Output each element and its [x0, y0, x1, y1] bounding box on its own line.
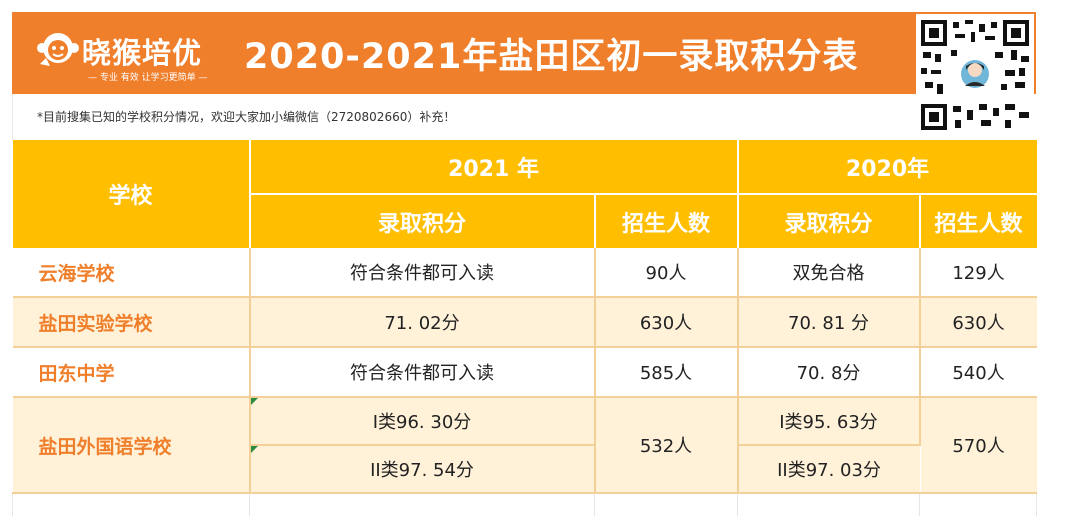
empty-cell: [249, 492, 595, 516]
score-2021: 符合条件都可入读: [249, 347, 596, 398]
header-school: 学校: [12, 140, 251, 248]
header-count-2021: 招生人数: [594, 194, 739, 248]
table-row: 盐田实验学校 71. 02分 630人 70. 81 分 630人: [12, 297, 1037, 348]
header-year-2020: 2020年: [737, 140, 1037, 195]
empty-cell: [12, 492, 250, 516]
score-2020-class-2: II类97. 03分: [737, 445, 920, 494]
table-row: 田东中学 符合条件都可入读 585人 70. 8分 540人: [12, 347, 1037, 398]
score-2021: 71. 02分: [249, 297, 596, 348]
header-score-2021: 录取积分: [249, 194, 596, 248]
score-2021-class-2: II类97. 54分: [249, 445, 596, 494]
table-row: 云海学校 符合条件都可入读 90人 双免合格 129人: [12, 248, 1037, 298]
school-name: 盐田实验学校: [12, 297, 251, 348]
score-2020: 双免合格: [737, 248, 921, 298]
brand-slogan: — 专业 有效 让学习更简单 —: [88, 73, 208, 83]
count-2021: 585人: [594, 347, 739, 398]
brand-logo[interactable]: 晓猴培优 — 专业 有效 让学习更简单 —: [36, 26, 226, 88]
score-2020-class-1: I类95. 63分: [737, 397, 921, 446]
qr-code: [916, 14, 1034, 136]
count-2020: 570人: [919, 397, 1037, 494]
score-2021: 符合条件都可入读: [249, 248, 596, 298]
score-2020: 70. 81 分: [737, 297, 921, 348]
empty-cell: [594, 492, 739, 516]
school-name: 田东中学: [12, 347, 251, 398]
empty-cell: [737, 492, 921, 516]
count-2021: 532人: [594, 397, 739, 494]
header-banner: 晓猴培优 — 专业 有效 让学习更简单 — 2020-2021年盐田区初一录取积…: [12, 12, 1036, 136]
header-year-2021: 2021 年: [249, 140, 739, 195]
table-row: 盐田外国语学校 I类96. 30分 532人 I类95. 63分 570人: [12, 397, 1037, 494]
monkey-logo-icon: [37, 33, 79, 66]
score-2020: 70. 8分: [737, 347, 921, 398]
table-row: II类97. 54分 II类97. 03分: [13, 445, 1037, 494]
score-2021-class-1: I类96. 30分: [249, 397, 596, 446]
admission-score-table: 学校 2021 年 2020年 录取积分 招生人数 录取积分 招生人数 云海学校…: [12, 140, 1038, 516]
note-text: *目前搜集已知的学校积分情况，欢迎大家加小编微信（2720802660）补充！: [37, 110, 456, 124]
empty-cell: [919, 492, 1038, 516]
count-2021: 90人: [594, 248, 739, 298]
count-2021: 630人: [594, 297, 739, 348]
school-name: 云海学校: [12, 248, 251, 298]
count-2020: 630人: [919, 297, 1037, 348]
count-2020: 129人: [919, 248, 1037, 298]
header-count-2020: 招生人数: [919, 194, 1037, 248]
page: 晓猴培优 — 专业 有效 让学习更简单 — 2020-2021年盐田区初一录取积…: [12, 12, 1038, 516]
brand-name: 晓猴培优: [82, 36, 203, 70]
school-name: 盐田外国语学校: [12, 397, 251, 494]
note-bar: *目前搜集已知的学校积分情况，欢迎大家加小编微信（2720802660）补充！: [12, 94, 1036, 140]
qr-code-icon: [921, 20, 1029, 130]
count-2020: 540人: [919, 347, 1037, 398]
header-score-2020: 录取积分: [737, 194, 921, 248]
page-title: 2020-2021年盐田区初一录取积分表: [244, 37, 859, 77]
empty-row: [12, 492, 1038, 516]
